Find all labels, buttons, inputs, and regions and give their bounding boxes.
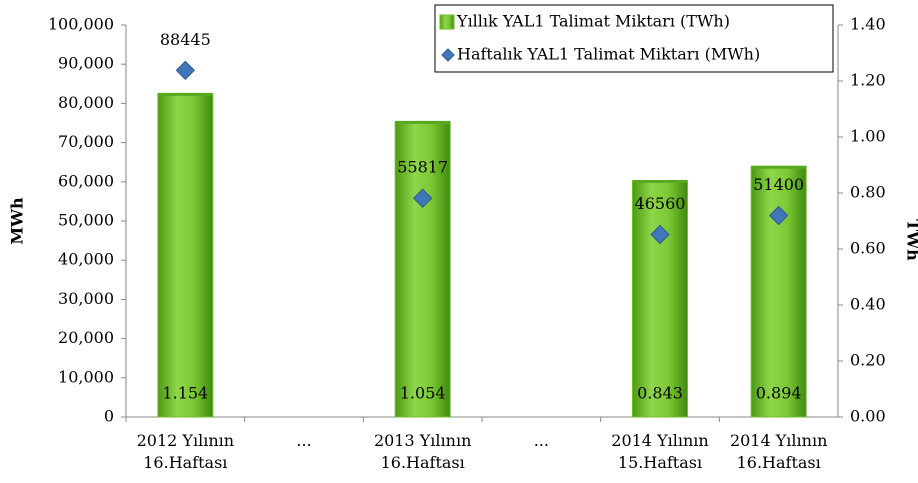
x-tick-label: 2012 Yılının 16.Haftası (137, 431, 234, 472)
marker (650, 224, 670, 245)
y2-tick-label: 0.60 (850, 239, 886, 258)
y-tick-label: 60,000 (58, 171, 114, 190)
bar-value-label: 1.154 (162, 384, 208, 403)
marker-value-label: 55817 (397, 158, 448, 177)
y-tick-label: 30,000 (58, 289, 114, 308)
x-tick-label: 2014 Yılının 15.Haftası (611, 431, 708, 472)
bar-top (751, 165, 807, 169)
y-axis-title: MWh (8, 197, 27, 245)
bar (750, 166, 807, 418)
bar-value-label: 0.894 (756, 384, 802, 403)
marker (412, 188, 433, 208)
y2-tick-label: 1.00 (850, 127, 886, 146)
y-tick-label: 80,000 (58, 93, 114, 112)
bar-value-label: 0.843 (637, 384, 683, 403)
x-tick-label: 2014 Yılının 16.Haftası (730, 431, 827, 472)
bar-top (632, 179, 688, 183)
y2-tick-label: 0.40 (850, 295, 886, 314)
bar-top (157, 92, 213, 96)
y2-axis-title: TWh (904, 219, 918, 261)
y2-tick-label: 1.40 (850, 15, 886, 34)
legend (434, 4, 834, 73)
y-tick-label: 50,000 (58, 211, 114, 230)
x-tick-label: ... (296, 431, 311, 450)
marker-value-label: 88445 (160, 30, 211, 49)
legend-swatch (439, 14, 455, 30)
y-tick-label: 10,000 (58, 367, 114, 386)
marker-value-label: 51400 (753, 175, 804, 194)
y2-tick-label: 0.80 (850, 183, 886, 202)
y-tick-label: 0 (104, 407, 114, 426)
y-tick-label: 90,000 (58, 54, 114, 73)
y-tick-label: 100,000 (48, 15, 114, 34)
marker (175, 60, 196, 81)
marker-value-label: 46560 (635, 194, 686, 213)
marker (768, 205, 789, 226)
x-tick-label: ... (534, 431, 549, 450)
y-tick-label: 20,000 (58, 328, 114, 347)
legend-swatch (441, 48, 455, 62)
y2-tick-label: 0.00 (850, 407, 886, 426)
y2-tick-label: 1.20 (850, 71, 886, 90)
bar (394, 121, 451, 418)
y-tick-label: 40,000 (58, 250, 114, 269)
bar-value-label: 1.054 (400, 384, 446, 403)
bar (632, 180, 688, 418)
legend-label: Yıllık YAL1 Talimat Miktarı (TWh) (456, 12, 730, 31)
x-tick-label: 2013 Yılının 16.Haftası (374, 431, 471, 472)
bar-top (395, 120, 451, 124)
y-tick-label: 70,000 (58, 132, 114, 151)
legend-label: Haftalık YAL1 Talimat Miktarı (MWh) (457, 45, 760, 64)
bar (157, 93, 214, 418)
y2-tick-label: 0.20 (850, 351, 886, 370)
